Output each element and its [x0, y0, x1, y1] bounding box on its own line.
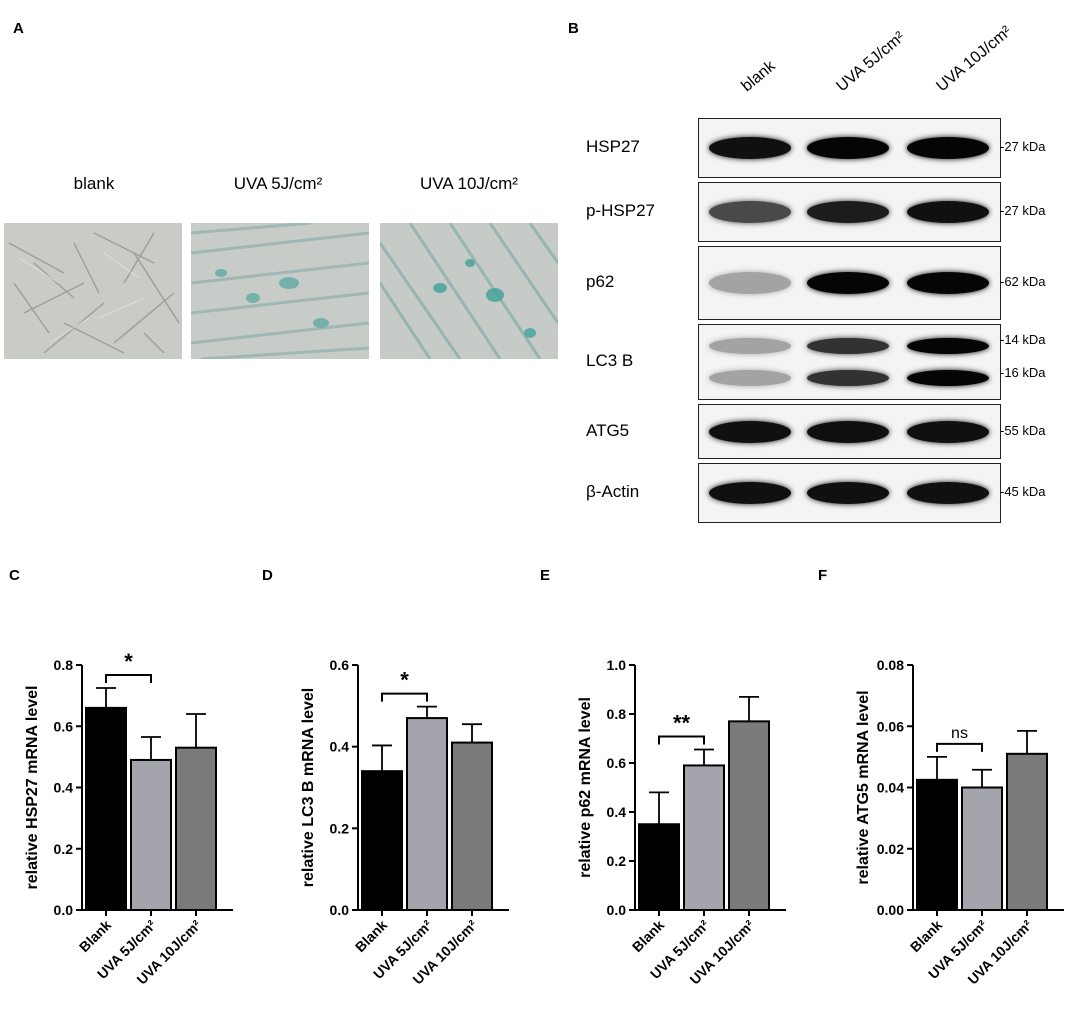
y-tick-label: 0.0 — [607, 902, 627, 918]
blot-membrane — [698, 463, 1001, 523]
protein-band — [709, 370, 791, 387]
protein-band — [709, 272, 791, 294]
protein-band — [709, 420, 791, 443]
protein-band — [807, 420, 889, 443]
panel-b: B blank UVA 5J/cm² UVA 10J/cm² HSP27 -27 … — [560, 0, 1084, 540]
micrograph-uva5 — [191, 223, 369, 359]
bar — [961, 786, 1003, 911]
protein-band — [907, 272, 989, 294]
protein-label: β-Actin — [586, 482, 640, 501]
x-tick-label: Blank — [907, 917, 945, 955]
micrograph-uva10 — [380, 223, 558, 359]
y-tick-label: 0.08 — [877, 657, 904, 673]
panel-letter-f: F — [818, 567, 828, 584]
bar — [406, 717, 448, 911]
panel-letter-c: C — [9, 567, 20, 584]
panel-letter-d: D — [262, 567, 273, 584]
protein-band — [907, 482, 989, 504]
protein-band — [807, 137, 889, 159]
y-tick-label: 0.4 — [607, 804, 627, 820]
protein-band — [907, 137, 989, 159]
kda-label: -16 kDa — [1000, 364, 1046, 380]
blot-membrane — [698, 324, 1001, 400]
micro-label-blank: blank — [73, 174, 115, 193]
bar — [638, 823, 680, 911]
protein-band — [709, 482, 791, 504]
y-tick-label: 0.2 — [607, 853, 627, 869]
protein-label: p62 — [586, 272, 615, 291]
y-axis-label: relative ATG5 mRNA level — [855, 690, 872, 884]
y-tick-label: 0.0 — [54, 902, 74, 918]
protein-band — [807, 272, 889, 294]
y-axis-label: relative p62 mRNA level — [577, 697, 594, 878]
protein-band — [907, 201, 989, 223]
y-tick-label: 0.00 — [877, 902, 904, 918]
y-tick-label: 0.8 — [607, 706, 627, 722]
protein-label: ATG5 — [586, 420, 630, 440]
significance-label: * — [124, 649, 133, 674]
blot-membrane — [698, 118, 1001, 178]
bar — [451, 741, 493, 911]
micro-label-uva10: UVA 10J/cm² — [420, 174, 518, 193]
micro-label-uva5: UVA 5J/cm² — [233, 174, 323, 193]
y-tick-label: 0.04 — [877, 780, 904, 796]
protein-band — [907, 370, 989, 387]
panel-letter-b: B — [568, 20, 579, 37]
bar — [130, 758, 172, 911]
significance-bracket — [105, 673, 152, 683]
y-tick-label: 0.02 — [877, 841, 904, 857]
y-tick-label: 0.8 — [54, 657, 74, 673]
kda-label: -45 kDa — [1000, 484, 1046, 499]
protein-band — [709, 137, 791, 159]
protein-band — [907, 420, 989, 443]
y-axis-label: relative HSP27 mRNA level — [24, 686, 41, 890]
significance-bracket — [381, 692, 428, 702]
kda-label: -27 kDa — [1000, 139, 1046, 154]
y-axis-label: relative LC3 B mRNA level — [300, 688, 317, 887]
y-tick-label: 0.4 — [330, 739, 350, 755]
protein-band — [807, 201, 889, 223]
significance-label: ** — [673, 711, 691, 736]
blot-membrane — [698, 246, 1001, 320]
micrograph-blank — [4, 223, 182, 359]
y-tick-label: 0.6 — [607, 755, 627, 771]
y-tick-label: 0.2 — [330, 820, 350, 836]
protein-band — [907, 337, 989, 354]
protein-band — [807, 482, 889, 504]
kda-label: -55 kDa — [1000, 422, 1046, 438]
y-tick-label: 0.2 — [54, 841, 74, 857]
y-tick-label: 0.6 — [54, 718, 74, 734]
protein-band — [709, 201, 791, 223]
protein-band — [709, 337, 791, 354]
panel-a: A blank UVA 5J/cm² UVA 10J/cm² — [0, 0, 560, 380]
protein-label: HSP27 — [586, 137, 640, 156]
kda-label: -14 kDa — [1000, 332, 1046, 348]
significance-label: ns — [951, 725, 968, 742]
protein-band — [807, 370, 889, 387]
y-tick-label: 0.6 — [330, 657, 350, 673]
protein-label: LC3 B — [586, 351, 634, 370]
significance-bracket — [658, 735, 705, 745]
protein-label: p-HSP27 — [586, 201, 655, 220]
y-tick-label: 1.0 — [607, 657, 627, 673]
panel-letter-a: A — [13, 20, 24, 37]
protein-band — [807, 337, 889, 354]
y-tick-label: 0.06 — [877, 718, 904, 734]
kda-label: -62 kDa — [1000, 274, 1046, 289]
panel-letter-e: E — [540, 567, 551, 584]
y-tick-label: 0.4 — [54, 780, 74, 796]
bar — [728, 720, 770, 911]
bar — [916, 778, 958, 911]
significance-label: * — [400, 668, 409, 693]
y-tick-label: 0.0 — [330, 902, 350, 918]
kda-label: -27 kDa — [1000, 203, 1046, 218]
bar — [1006, 752, 1048, 911]
blot-membrane — [698, 404, 1001, 459]
blot-membrane — [698, 182, 1001, 242]
significance-bracket — [936, 742, 983, 752]
